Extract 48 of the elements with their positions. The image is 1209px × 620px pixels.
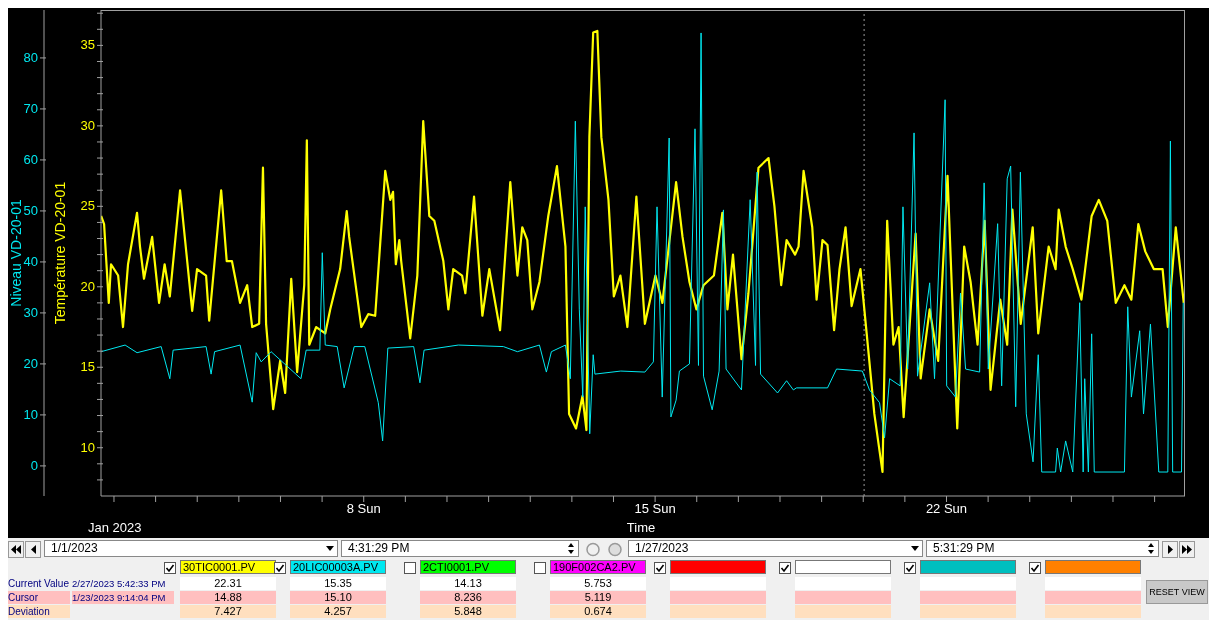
y-tick-label: 15 (80, 359, 95, 375)
y2-tick-label: 30 (23, 304, 38, 320)
date-field: 1/27/2023 (628, 540, 923, 557)
text: 1/23/2023 9:14:04 PM (72, 591, 174, 604)
text: 30TIC0001.PV (180, 560, 276, 574)
text: Current Value (8, 577, 70, 590)
y2-tick-label: 70 (23, 100, 38, 116)
y-tick-label: 25 (80, 198, 95, 214)
y2-tick-label: 20 (23, 355, 38, 371)
y-tick-label: 30 (80, 117, 95, 133)
x-axis-title: Time (625, 520, 657, 535)
text: 14.13 (420, 577, 516, 590)
x-tick-label: 22 Sun (925, 501, 968, 517)
text: 8.236 (420, 591, 516, 604)
text: 4.257 (290, 605, 386, 618)
text: 0.674 (550, 605, 646, 618)
y2-tick-label: 40 (23, 253, 38, 269)
y2-tick-label: 80 (23, 49, 38, 65)
reset-button: RESET VIEW (1146, 580, 1208, 604)
text: 5.119 (550, 591, 646, 604)
text: 15.35 (290, 577, 386, 590)
date-field: 1/1/2023 (44, 540, 338, 557)
time-field: 4:31:29 PM (341, 540, 579, 557)
time-field: 5:31:29 PM (926, 540, 1159, 557)
y2-axis-title: Niveau VD-20-01 (7, 199, 24, 307)
y-tick-label: 35 (80, 37, 95, 53)
text: Jan 2023 (88, 520, 142, 535)
text: 7.427 (180, 605, 276, 618)
y2-tick-label: 0 (30, 457, 38, 473)
y2-tick-label: 50 (23, 202, 38, 218)
y-tick-label: 20 (80, 278, 95, 294)
y2-tick-label: 10 (23, 406, 38, 422)
text: 190F002CA2.PV (550, 560, 646, 574)
text: 20LIC00003A.PV (290, 560, 386, 574)
text: 14.88 (180, 591, 276, 604)
x-tick-label: 8 Sun (346, 501, 381, 517)
y2-tick-label: 60 (23, 151, 38, 167)
text: 5.753 (550, 577, 646, 590)
x-tick-label: 15 Sun (634, 501, 676, 517)
y-axis-title: Température VD-20-01 (51, 181, 68, 325)
y-tick-label: 10 (80, 439, 95, 455)
text: Deviation (8, 605, 70, 618)
text: 2/27/2023 5:42:33 PM (72, 577, 174, 590)
text: 2CTI0001.PV (420, 560, 516, 574)
text: 22.31 (180, 577, 276, 590)
text: 15.10 (290, 591, 386, 604)
text: 5.848 (420, 605, 516, 618)
text: Cursor (8, 591, 70, 604)
